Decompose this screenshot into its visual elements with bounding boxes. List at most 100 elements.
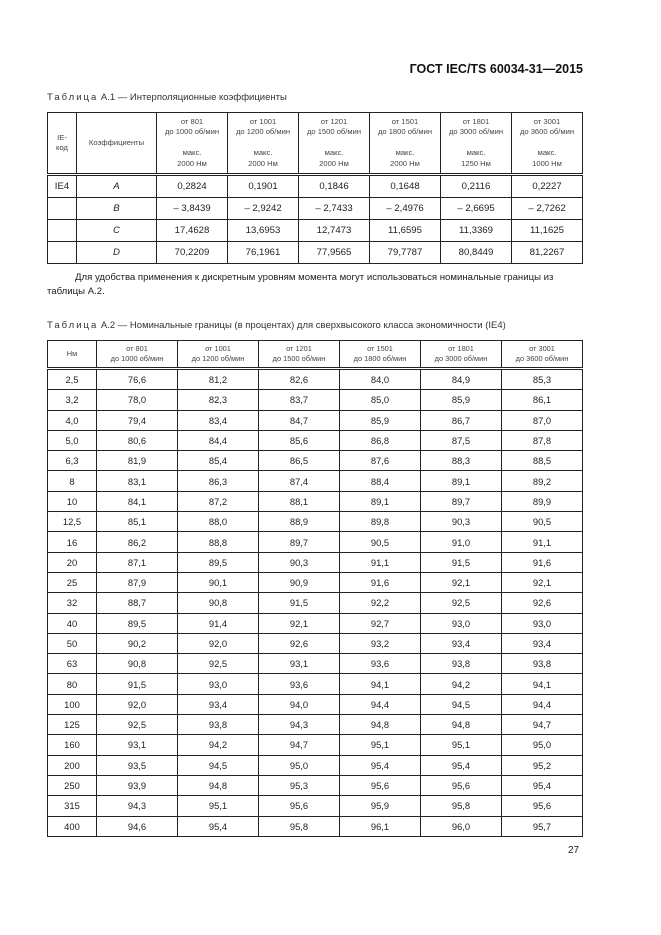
caption-prefix: Таблица — [47, 92, 99, 103]
efficiency-cell: 86,1 — [501, 389, 583, 411]
table-row: 25 87,9 90,1 90,9 91,6 92,1 92,1 — [47, 571, 583, 594]
table-row: 20 87,1 89,5 90,3 91,1 91,5 91,6 — [47, 551, 583, 573]
speed-range-line: до 1800 об/мин — [353, 354, 407, 363]
efficiency-cell: 85,9 — [339, 409, 421, 431]
speed-range-line: от 1501 — [391, 116, 419, 126]
header-speed-range: от 1001 до 1200 об/мин — [177, 340, 259, 369]
efficiency-cell: 95,2 — [501, 754, 583, 776]
table-row: 4,0 79,4 83,4 84,7 85,9 86,7 87,0 — [47, 409, 583, 431]
header-speed-range: от 1501 до 1800 об/мин макс. 2000 Нм — [369, 112, 441, 175]
efficiency-cell: 91,6 — [501, 551, 583, 573]
spacer — [228, 138, 298, 149]
efficiency-cell: 95,1 — [177, 795, 259, 817]
efficiency-cell: 93,8 — [420, 653, 502, 675]
max-torque-line: макс. — [253, 148, 273, 158]
table-row: 3,2 78,0 82,3 83,7 85,0 85,9 86,1 — [47, 389, 583, 411]
efficiency-cell: 78,0 — [96, 389, 178, 411]
efficiency-cell: 87,8 — [501, 429, 583, 452]
torque-cell: 25 — [47, 571, 97, 594]
efficiency-cell: 94,0 — [258, 693, 340, 716]
efficiency-cell: 84,4 — [177, 429, 259, 452]
value-cell: 13,6953 — [227, 219, 299, 242]
value-cell: 11,6595 — [369, 219, 441, 242]
efficiency-cell: 95,1 — [339, 734, 421, 756]
speed-range-line: от 1201 — [286, 344, 312, 353]
torque-cell: 80 — [47, 673, 97, 695]
spacer — [441, 138, 511, 149]
value-cell: 12,7473 — [298, 219, 370, 242]
efficiency-cell: 91,0 — [420, 531, 502, 553]
efficiency-cell: 95,0 — [501, 734, 583, 756]
efficiency-cell: 84,0 — [339, 367, 421, 391]
efficiency-cell: 89,1 — [339, 490, 421, 513]
header-torque: Нм — [47, 340, 97, 369]
efficiency-cell: 90,8 — [177, 592, 259, 614]
speed-range-line: от 1001 — [205, 344, 231, 353]
efficiency-cell: 95,3 — [258, 774, 340, 797]
max-torque-line: 2000 Нм — [390, 158, 420, 168]
efficiency-cell: 90,3 — [420, 511, 502, 533]
efficiency-cell: 89,1 — [420, 470, 502, 492]
coefficient-name-cell: B — [76, 197, 157, 220]
table-row: 125 92,5 93,8 94,3 94,8 94,8 94,7 — [47, 714, 583, 736]
efficiency-cell: 93,4 — [501, 632, 583, 655]
efficiency-cell: 90,8 — [96, 653, 178, 675]
max-torque-line: 1250 Нм — [461, 158, 491, 168]
table1-caption: Таблица А.1 — Интерполяционные коэффицие… — [47, 92, 287, 103]
table-row: 200 93,5 94,5 95,0 95,4 95,4 95,2 — [47, 754, 583, 776]
value-cell: 77,9565 — [298, 241, 370, 264]
max-torque-line: 2000 Нм — [248, 158, 278, 168]
torque-cell: 4,0 — [47, 409, 97, 431]
efficiency-cell: 90,2 — [96, 632, 178, 655]
speed-range-line: до 1000 об/мин — [110, 354, 164, 363]
header-speed-range: от 3001 до 3600 об/мин — [501, 340, 583, 369]
table-row: 160 93,1 94,2 94,7 95,1 95,1 95,0 — [47, 734, 583, 756]
efficiency-cell: 89,5 — [177, 551, 259, 573]
speed-range-line: от 3001 — [533, 116, 561, 126]
efficiency-cell: 91,5 — [420, 551, 502, 573]
torque-cell: 250 — [47, 774, 97, 797]
efficiency-cell: 88,8 — [177, 531, 259, 553]
value-cell: 0,2116 — [440, 174, 512, 198]
efficiency-cell: 85,1 — [96, 511, 178, 533]
efficiency-cell: 81,2 — [177, 367, 259, 391]
torque-cell: 200 — [47, 754, 97, 776]
ie-code-cell: IE4 — [47, 174, 77, 198]
efficiency-cell: 94,3 — [258, 714, 340, 736]
efficiency-cell: 86,2 — [96, 531, 178, 553]
efficiency-cell: 94,5 — [420, 693, 502, 716]
value-cell: – 2,4976 — [369, 197, 441, 220]
efficiency-cell: 82,6 — [258, 367, 340, 391]
speed-range-line: до 3600 об/мин — [515, 354, 569, 363]
ie-code-cell — [47, 197, 77, 220]
torque-cell: 160 — [47, 734, 97, 756]
efficiency-cell: 89,5 — [96, 612, 178, 634]
efficiency-cell: 93,5 — [96, 754, 178, 776]
header-speed-range: от 801 до 1000 об/мин — [96, 340, 178, 369]
efficiency-cell: 88,5 — [501, 450, 583, 472]
efficiency-cell: 91,1 — [501, 531, 583, 553]
table-row: 63 90,8 92,5 93,1 93,6 93,8 93,8 — [47, 653, 583, 675]
header-coefficients: Коэффициенты — [76, 112, 157, 175]
nominal-limits-table: Нм от 801 до 1000 об/мин от 1001 до 1200 об… — [47, 340, 583, 837]
efficiency-cell: 82,3 — [177, 389, 259, 411]
efficiency-cell: 92,0 — [96, 693, 178, 716]
table-row: 12,5 85,1 88,0 88,9 89,8 90,3 90,5 — [47, 511, 583, 533]
efficiency-cell: 92,5 — [177, 653, 259, 675]
efficiency-cell: 92,6 — [501, 592, 583, 614]
efficiency-cell: 93,0 — [501, 612, 583, 634]
header-speed-range: от 1001 до 1200 об/мин макс. 2000 Нм — [227, 112, 299, 175]
efficiency-cell: 95,6 — [420, 774, 502, 797]
value-cell: 11,1625 — [511, 219, 583, 242]
value-cell: 0,2227 — [511, 174, 583, 198]
value-cell: 79,7787 — [369, 241, 441, 264]
efficiency-cell: 83,7 — [258, 389, 340, 411]
value-cell: – 2,9242 — [227, 197, 299, 220]
efficiency-cell: 95,1 — [420, 734, 502, 756]
body-paragraph: Для удобства применения к дискретным уро… — [47, 272, 554, 297]
efficiency-cell: 84,7 — [258, 409, 340, 431]
efficiency-cell: 95,9 — [339, 795, 421, 817]
table-row: C 17,4628 13,6953 12,7473 11,6595 11,3369 11,1… — [47, 219, 583, 242]
efficiency-cell: 94,5 — [177, 754, 259, 776]
table2-caption: Таблица А.2 — Номинальные границы (в про… — [47, 320, 506, 331]
